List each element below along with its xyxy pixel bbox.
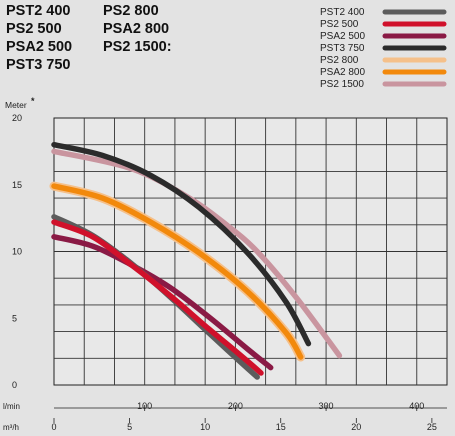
x-tick-label-m3h: 25	[427, 422, 437, 432]
series-line-psa2-800	[51, 183, 304, 360]
y-tick-label: 5	[12, 313, 17, 323]
x-tick-label-lmin: 100	[137, 401, 152, 411]
series-line-pst3-750	[51, 141, 312, 347]
x-tick-label-m3h: 10	[200, 422, 210, 432]
series-line-psa2-500	[51, 234, 274, 371]
y-tick-label: 10	[12, 247, 22, 257]
series-line-ps2-500	[51, 219, 264, 376]
legend-label: PSA2 800	[320, 67, 365, 78]
header-col1-line-3: PSA2 500	[6, 39, 73, 55]
x-tick-label-lmin: 400	[409, 401, 424, 411]
legend-label: PSA2 500	[320, 31, 365, 42]
y-tick-label: 20	[12, 113, 22, 123]
y-axis-label: Meter	[5, 100, 27, 110]
legend-label: PST2 400	[320, 7, 365, 18]
header-col1-line-2: PS2 500	[6, 21, 62, 37]
header-col1-line-1: PST2 400	[6, 3, 71, 19]
x-tick-label-lmin: 200	[228, 401, 243, 411]
chart-axes: 0 5 10 15 20 Meter * l/min 100 200 300 400 m³/h 0 5 10 1…	[3, 96, 447, 432]
series-layer	[49, 141, 343, 380]
legend-label: PS2 1500	[320, 79, 364, 90]
header-col2-line-3: PS2 1500:	[103, 39, 172, 55]
header-col1-line-4: PST3 750	[6, 57, 71, 73]
y-tick-label: 15	[12, 180, 22, 190]
legend-label: PST3 750	[320, 43, 365, 54]
x-axis-label-m3h: m³/h	[3, 423, 19, 432]
x-tick-label-m3h: 20	[351, 422, 361, 432]
x-tick-label-m3h: 5	[127, 422, 132, 432]
x-tick-label-m3h: 0	[51, 422, 56, 432]
header-col2-line-2: PSA2 800	[103, 21, 170, 37]
legend-label: PS2 500	[320, 19, 359, 30]
y-axis-label-mark: *	[31, 96, 35, 106]
legend-label: PS2 800	[320, 55, 359, 66]
x-tick-label-m3h: 15	[276, 422, 286, 432]
header-col2-line-1: PS2 800	[103, 3, 159, 19]
x-tick-label-lmin: 300	[319, 401, 334, 411]
y-tick-label: 0	[12, 380, 17, 390]
x-axis-label-lmin: l/min	[3, 402, 20, 411]
